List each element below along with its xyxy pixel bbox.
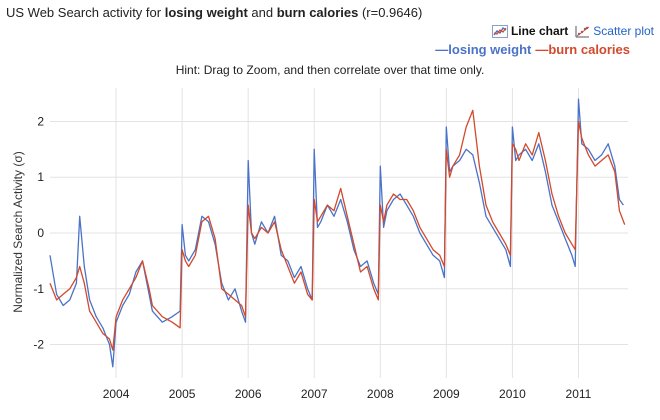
- legend-label-losing-weight: losing weight: [448, 42, 532, 57]
- chart-title: US Web Search activity for losing weight…: [6, 5, 422, 20]
- y-tick-label: 0: [37, 226, 44, 240]
- x-tick-label: 2006: [235, 387, 262, 401]
- y-axis-ticks: -2 -1 0 1 2: [33, 114, 44, 351]
- series-line-losing-weight: [49, 98, 624, 368]
- zoom-hint: Hint: Drag to Zoom, and then correlate o…: [175, 63, 485, 77]
- line-chart-toggle[interactable]: Line chart: [491, 24, 569, 38]
- legend: —losing weight —burn calories: [435, 42, 630, 57]
- x-tick-label: 2008: [367, 387, 394, 401]
- y-tick-label: 1: [37, 170, 44, 184]
- x-tick-label: 2005: [169, 387, 196, 401]
- x-tick-label: 2007: [301, 387, 328, 401]
- y-axis-label: Normalized Search Activity (σ): [11, 151, 25, 312]
- title-correlation: (r=0.9646): [358, 5, 423, 20]
- x-tick-label: 2010: [499, 387, 526, 401]
- series-line-burn-calories: [49, 109, 626, 351]
- x-axis-ticks: 2004 2005 2006 2007 2008 2009 2010 2011: [103, 387, 592, 401]
- y-tick-label: -2: [33, 338, 44, 352]
- scatter-plot-toggle[interactable]: Scatter plot: [574, 24, 654, 38]
- series-lines: [49, 98, 626, 368]
- view-toggle: Line chart Scatter plot: [491, 24, 654, 38]
- title-term1: losing weight: [164, 5, 248, 20]
- scatter-plot-label: Scatter plot: [593, 24, 654, 38]
- legend-label-burn-calories: burn calories: [548, 42, 630, 57]
- x-tick-label: 2004: [103, 387, 130, 401]
- title-and: and: [247, 5, 277, 20]
- scatter-plot-icon: [575, 25, 590, 37]
- line-chart-label: Line chart: [510, 24, 569, 38]
- line-chart-icon: [491, 24, 508, 38]
- legend-item-losing-weight[interactable]: —losing weight: [435, 42, 532, 57]
- title-prefix: US Web Search activity for: [6, 5, 165, 20]
- y-tick-label: 2: [37, 114, 44, 128]
- x-tick-label: 2009: [433, 387, 460, 401]
- grid-lines: [50, 88, 628, 378]
- legend-item-burn-calories[interactable]: —burn calories: [535, 42, 630, 57]
- title-term2: burn calories: [276, 5, 359, 20]
- x-tick-label: 2011: [566, 387, 592, 401]
- y-tick-label: -1: [33, 282, 44, 296]
